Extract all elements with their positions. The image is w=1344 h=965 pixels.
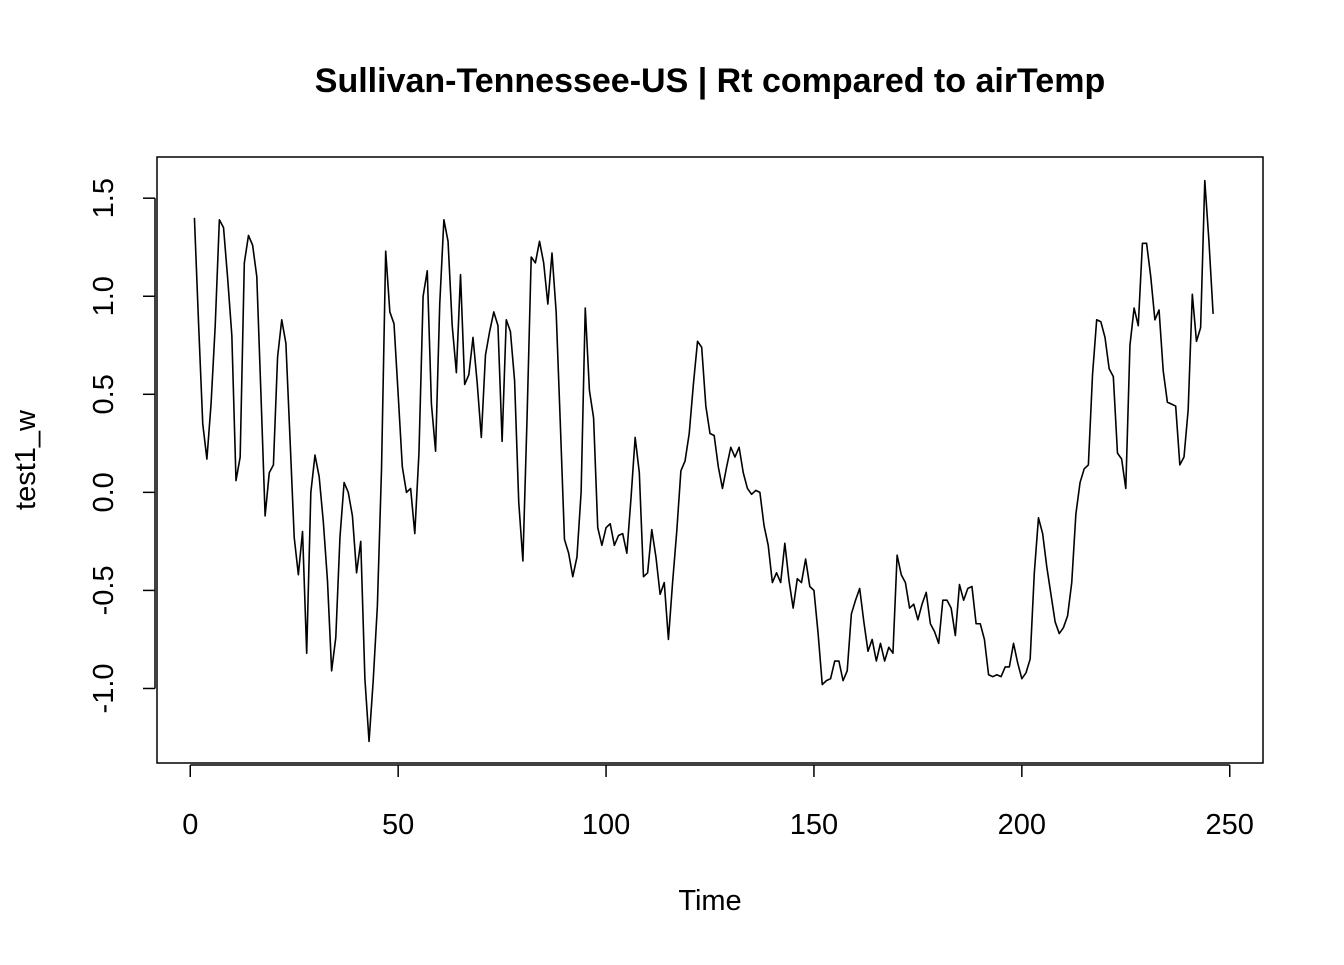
series-layer [193, 179, 1214, 743]
y-tick-label: -0.5 [88, 565, 120, 615]
series-line-0 [193, 179, 1214, 743]
x-tick-label: 200 [998, 809, 1046, 841]
x-tick-label: 0 [182, 809, 198, 841]
y-axis: -1.0 -0.5 0.0 0.5 1.0 1.5 [88, 178, 156, 713]
y-tick-label: 1.0 [88, 276, 120, 316]
plot-frame [156, 156, 1264, 764]
y-tick-label: 0.0 [88, 472, 120, 512]
x-tick-label: 250 [1206, 809, 1254, 841]
chart-title: Sullivan-Tennessee-US | Rt compared to a… [315, 62, 1105, 100]
x-tick-label: 100 [582, 809, 630, 841]
y-axis-label: test1_w [10, 409, 42, 510]
x-axis: 0 50 100 150 200 250 [182, 764, 1254, 841]
x-tick-label: 150 [790, 809, 838, 841]
y-tick-label: 0.5 [88, 374, 120, 414]
y-tick-label: 1.5 [88, 178, 120, 218]
x-tick-label: 50 [382, 809, 414, 841]
y-tick-label: -1.0 [88, 663, 120, 713]
x-axis-label: Time [678, 885, 741, 917]
